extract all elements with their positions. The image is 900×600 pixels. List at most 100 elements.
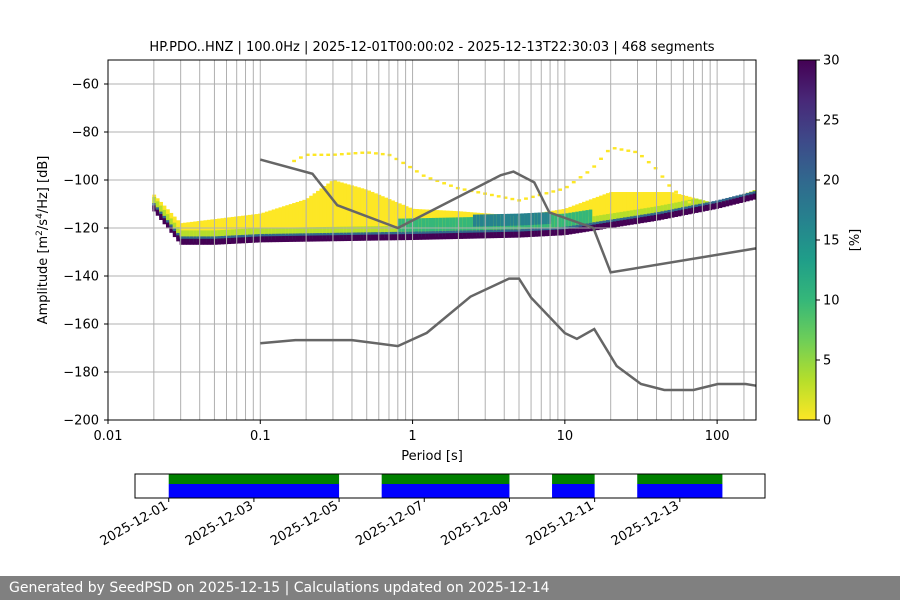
psd-cell-light bbox=[278, 207, 283, 235]
psd-cell-light bbox=[704, 201, 709, 204]
psd-cell-light bbox=[189, 221, 194, 238]
psd-cell-dense bbox=[479, 232, 484, 239]
psd-cell-dense bbox=[728, 199, 733, 206]
psd-cell-dense bbox=[738, 196, 743, 203]
psd-cell-dense bbox=[694, 206, 699, 213]
psd-coverage-segment bbox=[637, 474, 723, 484]
psd-cell-light bbox=[643, 192, 648, 216]
psd-cell-edge bbox=[646, 160, 651, 164]
psd-cell-light bbox=[275, 227, 279, 235]
psd-cell-light bbox=[629, 210, 634, 218]
psd-cell-mid bbox=[561, 213, 566, 227]
psd-cell-dense bbox=[732, 198, 736, 205]
psd-cell-light bbox=[162, 209, 167, 218]
psd-cell-edge bbox=[626, 149, 631, 152]
psd-cell-dense bbox=[612, 221, 617, 228]
psd-cell-edge bbox=[578, 176, 583, 179]
psd-cell-light bbox=[165, 214, 170, 222]
psd-cell-light bbox=[387, 199, 392, 234]
psd-cell-light bbox=[203, 220, 208, 238]
psd-cell-light bbox=[592, 198, 597, 224]
psd-cell-light bbox=[169, 218, 174, 226]
psd-cell-light bbox=[264, 227, 269, 236]
psd-cell-light bbox=[186, 230, 191, 238]
psd-cell-light bbox=[271, 209, 276, 235]
psd-cell-light bbox=[268, 227, 273, 236]
psd-cell-light bbox=[319, 188, 324, 235]
psd-cell-dense bbox=[377, 234, 382, 241]
psd-cell-light bbox=[305, 227, 310, 235]
psd-cell-dense bbox=[735, 197, 740, 204]
psd-cell-light bbox=[633, 209, 638, 217]
psd-cell-mid bbox=[493, 214, 498, 227]
psd-cell-light bbox=[663, 204, 668, 212]
psd-cell-dense bbox=[438, 233, 443, 240]
psd-cell-dense bbox=[561, 229, 566, 236]
psd-cell-mid bbox=[537, 212, 542, 225]
psd-cell-dense bbox=[670, 211, 675, 218]
psd-cell-edge bbox=[442, 182, 447, 185]
psd-cell-light bbox=[370, 226, 375, 234]
psd-cell-dense bbox=[486, 232, 491, 239]
psd-cell-light bbox=[629, 192, 634, 218]
psd-cell-light bbox=[193, 230, 198, 238]
psd-cell-mid bbox=[489, 214, 494, 227]
psd-cell-dense bbox=[397, 234, 402, 241]
psd-cell-dense bbox=[261, 236, 266, 243]
psd-coverage-segment bbox=[552, 474, 595, 484]
psd-cell-light bbox=[288, 204, 293, 235]
psd-cell-dense bbox=[721, 201, 726, 208]
y-axis-label: Amplitude [m2/s4/Hz] [dB] bbox=[35, 156, 51, 325]
psd-cell-light bbox=[179, 223, 184, 238]
psd-cell-edge bbox=[585, 171, 590, 174]
psd-cell-edge bbox=[374, 152, 378, 155]
psd-cell-dense bbox=[432, 233, 436, 240]
psd-cell-light bbox=[599, 215, 603, 223]
psd-cell-light bbox=[326, 226, 331, 235]
timeline-tick-label: 2025-12-01 bbox=[98, 498, 171, 549]
psd-cell-dense bbox=[558, 229, 562, 236]
psd-cell-dense bbox=[285, 235, 290, 242]
psd-cell-edge bbox=[667, 184, 672, 187]
psd-cell-light bbox=[230, 229, 235, 237]
psd-cell-dense bbox=[401, 234, 406, 241]
psd-cell-dense bbox=[309, 235, 314, 242]
psd-cell-dense bbox=[520, 231, 525, 238]
psd-cell-light bbox=[159, 205, 163, 213]
psd-cell-dense bbox=[281, 236, 286, 243]
psd-cell-edge bbox=[319, 153, 324, 156]
psd-cell-dense bbox=[496, 232, 501, 239]
psd-cell-mid bbox=[582, 210, 586, 224]
psd-cell-mid bbox=[462, 217, 467, 231]
psd-cell-light bbox=[316, 190, 320, 235]
psd-cell-light bbox=[312, 193, 317, 235]
psd-cell-edge bbox=[333, 153, 337, 156]
colorbar-tick-label: 30 bbox=[823, 54, 840, 69]
psd-cell-light bbox=[633, 192, 638, 217]
colorbar-tick-label: 15 bbox=[823, 234, 840, 249]
psd-cell-dense bbox=[636, 217, 641, 224]
psd-cell-light bbox=[333, 180, 337, 235]
psd-cell-light bbox=[237, 216, 242, 237]
psd-cell-light bbox=[626, 192, 631, 219]
timeline-ticks: 2025-12-01 2025-12-03 2025-12-05 2025-12-07… bbox=[98, 498, 682, 549]
psd-cell-dense bbox=[193, 238, 198, 245]
psd-cell-light bbox=[186, 222, 191, 238]
psd-cell-mid bbox=[418, 218, 423, 232]
psd-cell-mid bbox=[551, 214, 556, 228]
psd-cell-dense bbox=[578, 226, 583, 233]
y-tick-label: −120 bbox=[63, 222, 99, 237]
psd-cell-light bbox=[605, 214, 610, 222]
psd-cell-light bbox=[234, 229, 238, 237]
psd-cell-light bbox=[206, 219, 211, 238]
psd-cell-edge bbox=[660, 175, 665, 178]
psd-cell-light bbox=[227, 229, 232, 237]
psd-cell-light bbox=[271, 227, 276, 235]
psd-cell-light bbox=[602, 214, 607, 222]
psd-cell-light bbox=[360, 188, 365, 234]
psd-cell-light bbox=[353, 226, 358, 234]
noise-model-curves bbox=[259, 158, 757, 392]
psd-cell-dense bbox=[367, 234, 372, 241]
psd-cell-light bbox=[660, 205, 665, 213]
psd-cell-light bbox=[650, 207, 655, 215]
